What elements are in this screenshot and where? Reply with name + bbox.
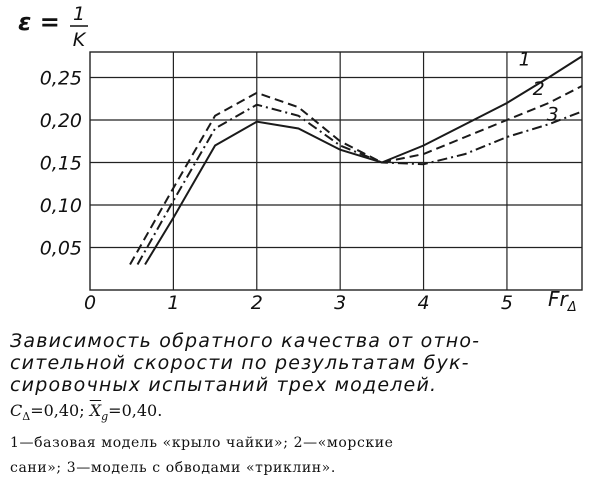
y-tick-label: 0,05 bbox=[40, 238, 82, 260]
param-value: =0,40. bbox=[108, 401, 163, 420]
chart: ε = 1 K FrΔ 0,050,100,150,200,250 1 2 3 4 512… bbox=[18, 3, 583, 315]
x-label-main: Fr bbox=[548, 287, 570, 311]
x-label-sub: Δ bbox=[567, 300, 577, 315]
parameters: CΔ=0,40; Xg=0,40. bbox=[10, 400, 600, 428]
x-tick-label: 4 bbox=[418, 292, 430, 314]
x-tick-label: 1 bbox=[167, 292, 179, 314]
y-label-denominator: K bbox=[73, 29, 87, 51]
param-symbol: X bbox=[89, 401, 102, 420]
param-symbol: C bbox=[10, 401, 23, 420]
caption-line: сировочных испытаний трех моделей. bbox=[10, 374, 438, 396]
series-label: 2 bbox=[533, 78, 545, 100]
x-label: FrΔ bbox=[548, 287, 577, 315]
x-tick-label: 3 bbox=[334, 292, 346, 314]
y-tick-label: 0,15 bbox=[40, 153, 82, 175]
series-label: 1 bbox=[519, 49, 531, 71]
y-tick-label: 0,20 bbox=[40, 110, 82, 132]
plot-frame bbox=[89, 51, 583, 291]
series-line bbox=[144, 55, 583, 266]
x-tick-label: 0 bbox=[84, 292, 96, 314]
param-sub: g bbox=[101, 410, 109, 424]
y-axis-label: ε = 1 K bbox=[18, 3, 88, 51]
y-tick-label: 0,25 bbox=[40, 68, 82, 90]
caption-line: Зависимость обратного качества от отно- bbox=[10, 330, 481, 352]
x-tick-label: 2 bbox=[251, 292, 263, 314]
y-label-numerator: 1 bbox=[73, 3, 85, 25]
series-line bbox=[136, 103, 583, 265]
param-sub: Δ bbox=[22, 410, 31, 424]
y-label: ε = bbox=[18, 8, 60, 36]
legend-note: сани»; 3—модель с обводами «триклин». bbox=[10, 460, 336, 477]
x-tick-label: 5 bbox=[501, 292, 513, 314]
series-line bbox=[129, 85, 583, 265]
legend-note: 1—базовая модель «крыло чайки»; 2—«морск… bbox=[10, 435, 394, 452]
caption: Зависимость обратного качества от отно- … bbox=[10, 330, 600, 478]
caption-line: сительной скорости по результатам бук- bbox=[10, 352, 470, 374]
y-tick-label: 0,10 bbox=[40, 195, 82, 217]
param-value: =0,40; bbox=[30, 401, 85, 420]
series-label: 3 bbox=[547, 103, 559, 125]
